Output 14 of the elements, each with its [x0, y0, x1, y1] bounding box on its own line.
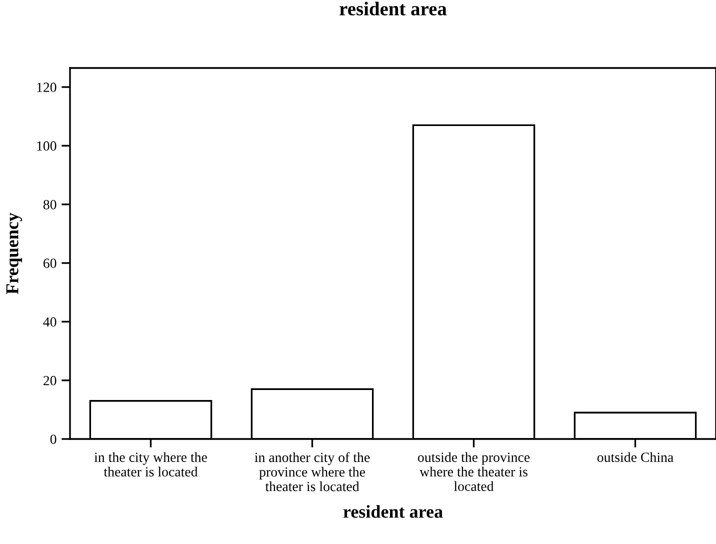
y-tick-label: 100 [37, 141, 56, 151]
y-axis-title: Frequency [6, 212, 22, 294]
y-tick-label: 60 [44, 258, 56, 268]
x-tick-label: in the city where the theater is located [94, 452, 207, 477]
y-tick-label: 120 [37, 82, 56, 92]
x-axis-title: resident area [343, 505, 443, 518]
y-tick-label: 20 [44, 376, 56, 386]
chart-title: resident area [340, 2, 447, 16]
y-tick-label: 0 [50, 434, 56, 444]
x-tick-label: in another city of the province where the theater is located [254, 452, 370, 492]
y-tick-label: 40 [43, 317, 56, 327]
x-tick-label: outside the province where the theater is located [418, 452, 530, 492]
x-tick-label: outside China [597, 452, 674, 462]
y-tick-label: 80 [43, 200, 56, 210]
